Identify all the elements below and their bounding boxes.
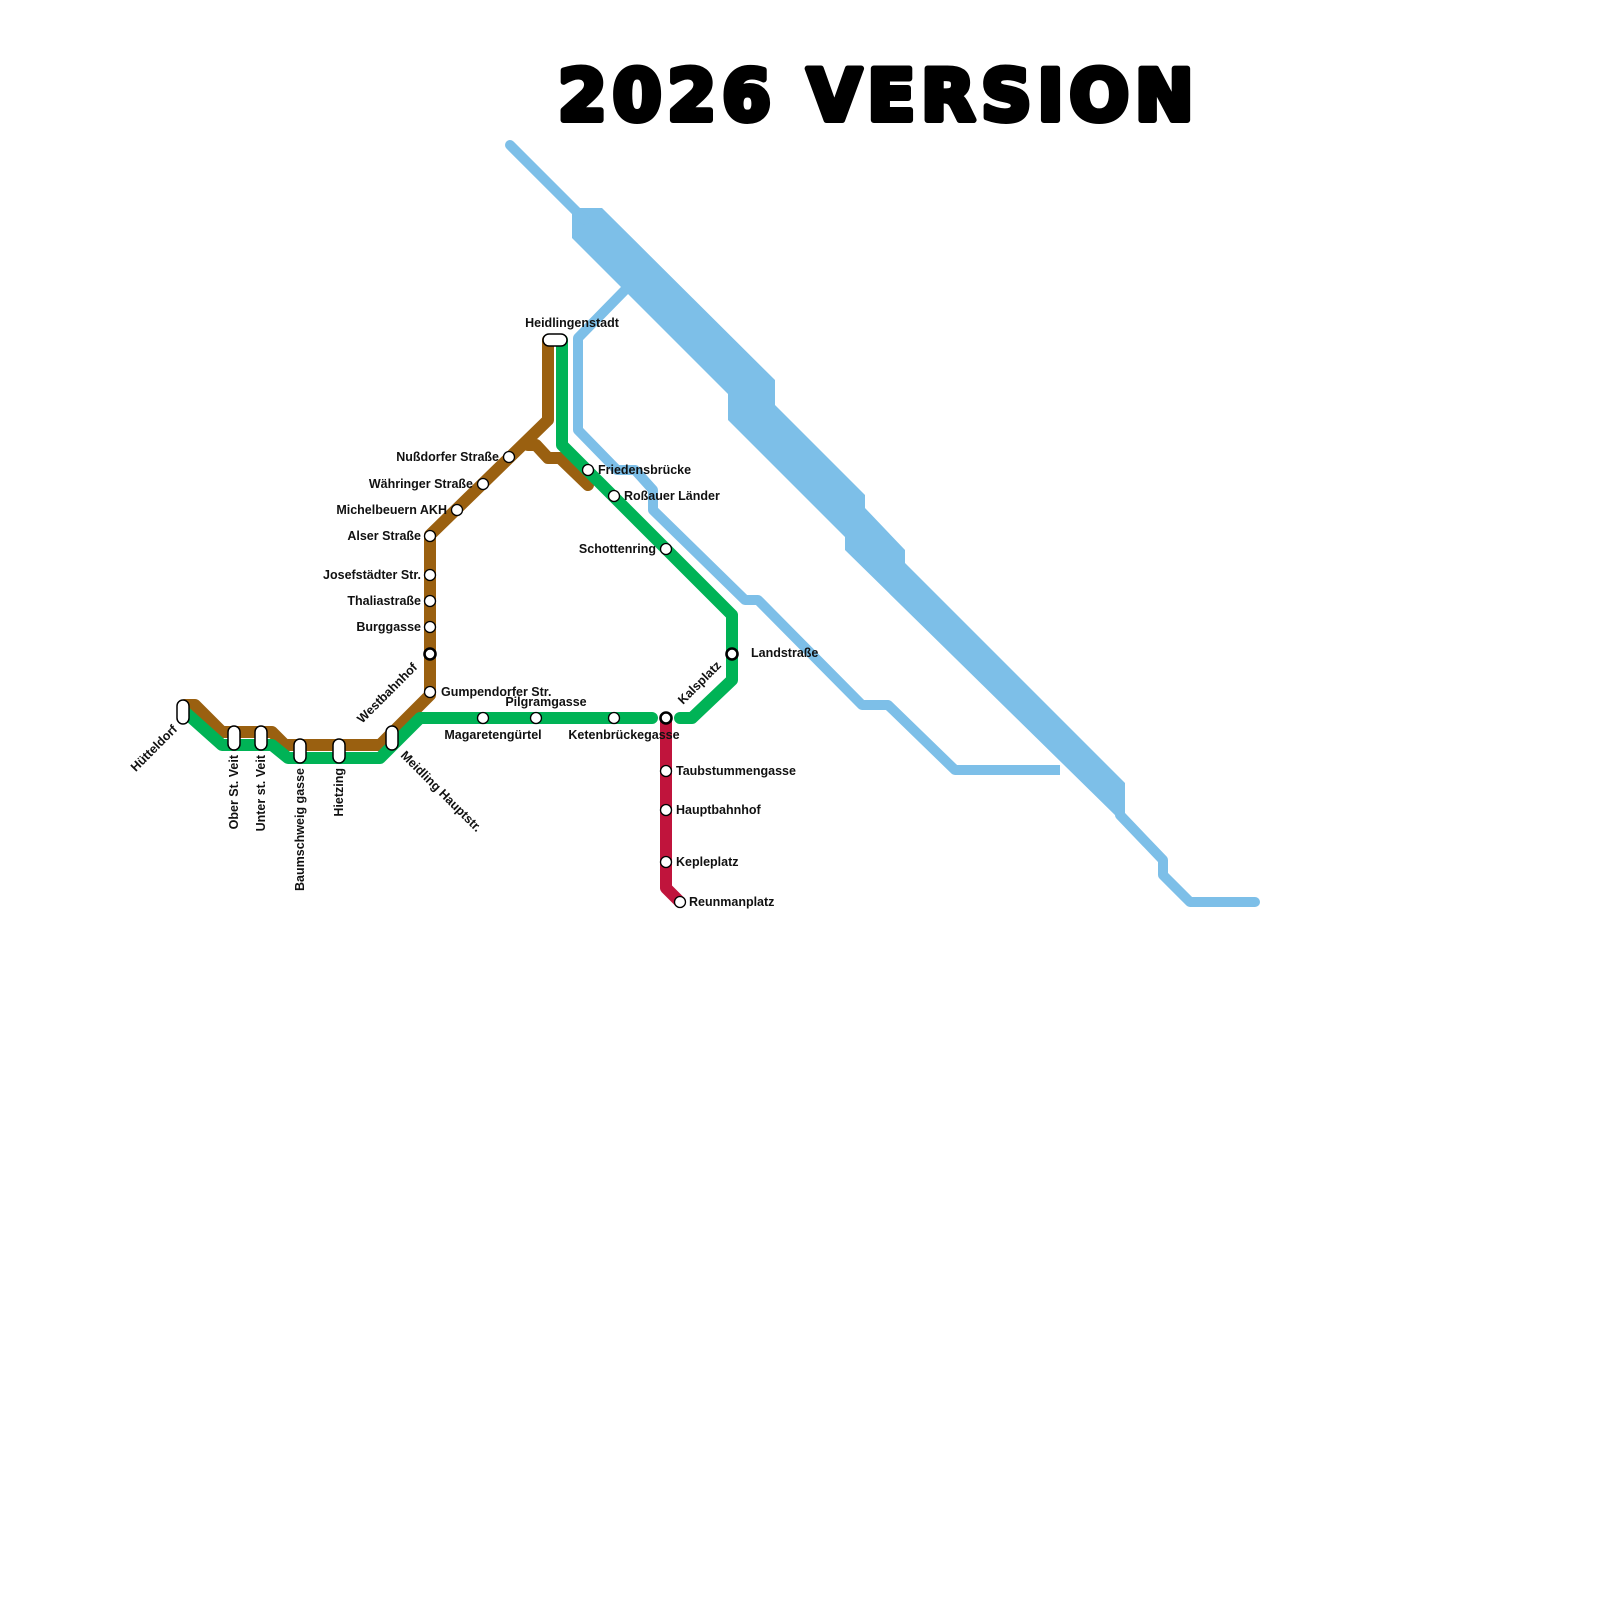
station-landstra-e[interactable]: Landstraße [725,646,819,661]
station-marker[interactable] [450,503,464,517]
station-label: Landstraße [751,646,818,660]
station-interchange[interactable] [423,647,437,661]
station-label: Friedensbrücke [598,463,691,477]
station-label: Alser Straße [347,529,421,543]
station-marker[interactable] [607,489,621,503]
station-label: Heidlingenstadt [525,316,620,330]
station-label: Unter st. Veit [254,754,268,831]
interchange-marker[interactable] [725,647,739,661]
interchange-marker[interactable] [423,647,437,661]
station-label: Nußdorfer Straße [396,450,499,464]
station-taubstummengasse[interactable]: Taubstummengasse [659,764,796,778]
station-label: Roßauer Länder [624,489,720,503]
station-w-hringer-stra-e[interactable]: Währinger Straße [369,477,490,491]
station-friedensbr-cke[interactable]: Friedensbrücke [581,463,692,477]
station-label: Kepleplatz [676,855,739,869]
station-alser-stra-e[interactable]: Alser Straße [347,529,437,543]
station-gumpendorfer-str[interactable]: Gumpendorfer Str. [423,685,552,699]
station-marker[interactable] [673,895,687,909]
station-label: Michelbeuern AKH [336,503,447,517]
station-marker[interactable] [659,764,673,778]
station-marker[interactable] [502,450,516,464]
station-label: Burggasse [356,620,421,634]
station-marker[interactable] [423,594,437,608]
station-ketenbr-ckegasse[interactable]: Ketenbrückegasse [568,711,680,743]
line-green-east[interactable] [556,334,738,724]
station-label: Ober St. Veit [227,754,241,829]
interchange-marker[interactable] [659,711,673,725]
station-label: Pilgramgasse [505,695,586,709]
station-label: Magaretengürtel [444,728,541,742]
station-reunmanplatz[interactable]: Reunmanplatz [673,895,775,909]
station-marker[interactable] [659,803,673,817]
station-pilgramgasse[interactable]: Pilgramgasse [505,695,587,725]
river [505,140,1260,907]
station-marker[interactable] [659,855,673,869]
danube-canal [573,286,1060,775]
station-hauptbahnhof[interactable]: Hauptbahnhof [659,803,762,817]
station-ro-auer-l-nder[interactable]: Roßauer Länder [607,489,720,503]
station-label: Meidling Hauptstr. [398,748,485,835]
station-josefst-dter-str[interactable]: Josefstädter Str. [323,568,437,582]
station-marker[interactable] [176,699,190,725]
station-marker[interactable] [385,725,399,751]
station-heidlingenstadt[interactable]: Heidlingenstadt [525,316,620,347]
river-upper [505,140,590,225]
station-marker[interactable] [423,685,437,699]
station-marker[interactable] [476,477,490,491]
river-lower [1115,810,1260,907]
station-label: Hauptbahnhof [676,803,762,817]
station-label: Baumschweig gasse [293,768,307,891]
station-michelbeuern-akh[interactable]: Michelbeuern AKH [336,503,464,517]
station-label: Währinger Straße [369,477,473,491]
station-marker[interactable] [542,333,568,347]
station-label: Josefstädter Str. [323,568,421,582]
station-schottenring[interactable]: Schottenring [579,542,673,556]
station-marker[interactable] [423,529,437,543]
station-marker[interactable] [581,463,595,477]
station-marker[interactable] [423,620,437,634]
station-label: Gumpendorfer Str. [441,685,551,699]
station-marker[interactable] [332,738,346,764]
station-label: Hütteldorf [128,722,181,775]
station-nu-dorfer-stra-e[interactable]: Nußdorfer Straße [396,450,516,464]
line-green[interactable] [179,706,658,764]
station-baumschweig-gasse[interactable]: Baumschweig gasse [293,738,307,891]
station-thaliastra-e[interactable]: Thaliastraße [347,594,437,608]
station-label: Taubstummengasse [676,764,796,778]
station-magareteng-rtel[interactable]: Magaretengürtel [444,711,542,743]
station-marker[interactable] [529,711,543,725]
line-brown-branch[interactable] [522,439,594,491]
station-marker[interactable] [476,711,490,725]
station-marker[interactable] [293,738,307,764]
station-h-tteldorf[interactable]: Hütteldorf [128,699,190,775]
station-label: Thaliastraße [347,594,421,608]
station-hietzing[interactable]: Hietzing [332,738,346,817]
station-marker[interactable] [607,711,621,725]
station-label: Reunmanplatz [689,895,774,909]
stations: Hütteldorf Ober St. Veit Unter st. Veit Bau… [128,316,818,909]
station-kepleplatz[interactable]: Kepleplatz [659,855,739,869]
station-marker[interactable] [423,568,437,582]
station-marker[interactable] [659,542,673,556]
station-ober-st-veit[interactable]: Ober St. Veit [227,725,241,829]
danube-river [572,208,1125,820]
station-marker[interactable] [227,725,241,751]
map-title: 2026 VERSION [558,55,1200,137]
station-burggasse[interactable]: Burggasse [356,620,437,634]
station-marker[interactable] [254,725,268,751]
station-unter-st-veit[interactable]: Unter st. Veit [254,725,268,831]
station-label: Hietzing [332,768,346,817]
station-label: Ketenbrückegasse [568,728,679,742]
station-label: Schottenring [579,542,656,556]
